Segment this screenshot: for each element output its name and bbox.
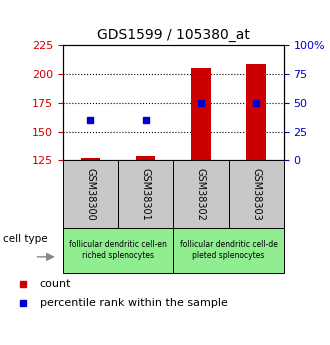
Bar	[173, 160, 228, 228]
Text: percentile rank within the sample: percentile rank within the sample	[40, 298, 227, 308]
Title: GDS1599 / 105380_at: GDS1599 / 105380_at	[97, 28, 250, 42]
Bar	[63, 228, 173, 273]
Bar	[229, 160, 284, 228]
Bar	[173, 228, 284, 273]
Text: GSM38302: GSM38302	[196, 168, 206, 220]
Text: follicular dendritic cell-en
riched splenocytes: follicular dendritic cell-en riched sple…	[69, 240, 167, 260]
Text: GSM38300: GSM38300	[85, 168, 95, 220]
Text: count: count	[40, 279, 71, 289]
Bar	[191, 68, 211, 160]
Text: follicular dendritic cell-de
pleted splenocytes: follicular dendritic cell-de pleted sple…	[180, 240, 278, 260]
Bar	[247, 65, 266, 160]
Bar	[63, 160, 118, 228]
Text: GSM38301: GSM38301	[141, 168, 150, 220]
Text: cell type: cell type	[3, 234, 48, 244]
Bar	[118, 160, 173, 228]
Bar	[81, 158, 100, 160]
Bar	[136, 156, 155, 160]
Text: GSM38303: GSM38303	[251, 168, 261, 220]
